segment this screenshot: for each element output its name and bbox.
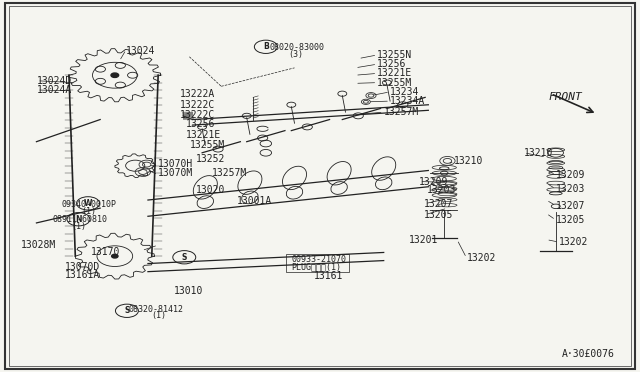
Text: N: N bbox=[76, 215, 82, 224]
Text: 13255N: 13255N bbox=[378, 50, 413, 60]
Text: 13203: 13203 bbox=[427, 185, 456, 195]
Text: 00933-21070: 00933-21070 bbox=[291, 255, 346, 264]
Text: (3): (3) bbox=[288, 50, 303, 59]
Text: 13256: 13256 bbox=[186, 119, 216, 129]
Text: 13202: 13202 bbox=[467, 253, 496, 263]
Text: 13221E: 13221E bbox=[378, 68, 413, 78]
Text: 13070M: 13070M bbox=[157, 168, 193, 178]
Text: 13020: 13020 bbox=[196, 185, 225, 195]
Text: 08020-83000: 08020-83000 bbox=[269, 43, 324, 52]
Text: 13001A: 13001A bbox=[237, 196, 273, 206]
Text: 09340-0010P: 09340-0010P bbox=[62, 200, 117, 209]
Text: 13207: 13207 bbox=[424, 199, 453, 209]
Text: 13209: 13209 bbox=[556, 170, 585, 180]
Text: A·30£0076: A·30£0076 bbox=[562, 349, 615, 359]
Text: 13222C: 13222C bbox=[180, 110, 215, 120]
Text: 13209: 13209 bbox=[419, 177, 448, 187]
Text: 13010: 13010 bbox=[173, 286, 203, 296]
Circle shape bbox=[111, 73, 118, 77]
Text: 13257M: 13257M bbox=[384, 107, 419, 117]
Text: 13234: 13234 bbox=[390, 87, 419, 97]
Text: B: B bbox=[263, 42, 269, 51]
Text: 13201: 13201 bbox=[409, 234, 438, 244]
Text: PLUGプラグ(1): PLUGプラグ(1) bbox=[291, 262, 341, 271]
Text: 13210: 13210 bbox=[454, 156, 483, 166]
Text: 13024: 13024 bbox=[125, 46, 155, 56]
Text: 13205: 13205 bbox=[424, 210, 453, 220]
Text: 13222A: 13222A bbox=[180, 89, 215, 99]
Text: 13070D: 13070D bbox=[65, 262, 100, 272]
Text: (1): (1) bbox=[72, 222, 86, 231]
Text: S: S bbox=[182, 253, 187, 262]
Text: 08320-81412: 08320-81412 bbox=[129, 305, 184, 314]
Text: 13170: 13170 bbox=[91, 247, 120, 257]
Text: 13161: 13161 bbox=[314, 272, 343, 282]
Text: 13210: 13210 bbox=[524, 148, 554, 158]
Text: 13205: 13205 bbox=[556, 215, 585, 225]
Text: 13252: 13252 bbox=[196, 154, 225, 164]
Text: (1): (1) bbox=[151, 311, 166, 320]
Text: 13024A: 13024A bbox=[36, 85, 72, 95]
Text: 13024D: 13024D bbox=[36, 76, 72, 86]
Text: 08911-60810: 08911-60810 bbox=[52, 215, 108, 224]
Text: 13256: 13256 bbox=[378, 59, 407, 69]
Text: 13070H: 13070H bbox=[157, 159, 193, 169]
Text: 13221E: 13221E bbox=[186, 130, 221, 140]
Text: (1): (1) bbox=[81, 206, 96, 216]
Text: 13203: 13203 bbox=[556, 184, 585, 194]
Text: 13234A: 13234A bbox=[390, 96, 426, 106]
Text: S: S bbox=[124, 306, 130, 315]
Text: 13028M: 13028M bbox=[20, 240, 56, 250]
Text: 13202: 13202 bbox=[559, 237, 588, 247]
Circle shape bbox=[111, 254, 118, 258]
Text: 13257M: 13257M bbox=[212, 168, 247, 178]
Text: 13222C: 13222C bbox=[180, 100, 215, 110]
Text: FRONT: FRONT bbox=[548, 92, 582, 102]
Text: 13207: 13207 bbox=[556, 201, 585, 211]
Text: 13161A: 13161A bbox=[65, 270, 100, 280]
Text: 13255M: 13255M bbox=[189, 140, 225, 150]
Text: 13255M: 13255M bbox=[378, 78, 413, 88]
Text: W: W bbox=[84, 199, 92, 208]
